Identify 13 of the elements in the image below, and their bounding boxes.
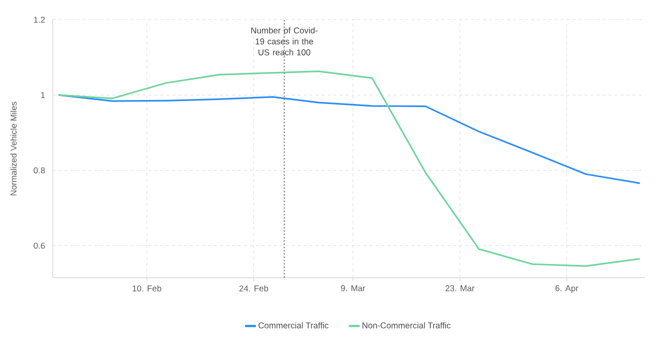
y-tick-label: 1.2 — [34, 16, 45, 23]
x-tick-label: 9. Mar — [340, 285, 366, 292]
y-tick-label: 0.8 — [34, 167, 45, 174]
legend-label: Non-Commercial Traffic — [362, 322, 451, 328]
x-tick-label: 10. Feb — [132, 285, 162, 292]
x-tick-label: 23. Mar — [446, 285, 474, 292]
x-tick-label: 6. Apr — [556, 285, 578, 293]
y-tick-label: 0.6 — [34, 242, 45, 249]
ref-line-label: Number of Covid-19 cases in the US reach 100 — [251, 27, 318, 56]
y-tick-label: 1 — [41, 92, 45, 98]
legend-label: Commercial Traffic — [258, 322, 328, 328]
x-tick-label: 24. Feb — [239, 285, 268, 292]
y-axis-title: Normalized Vehicle Miles — [10, 102, 17, 196]
